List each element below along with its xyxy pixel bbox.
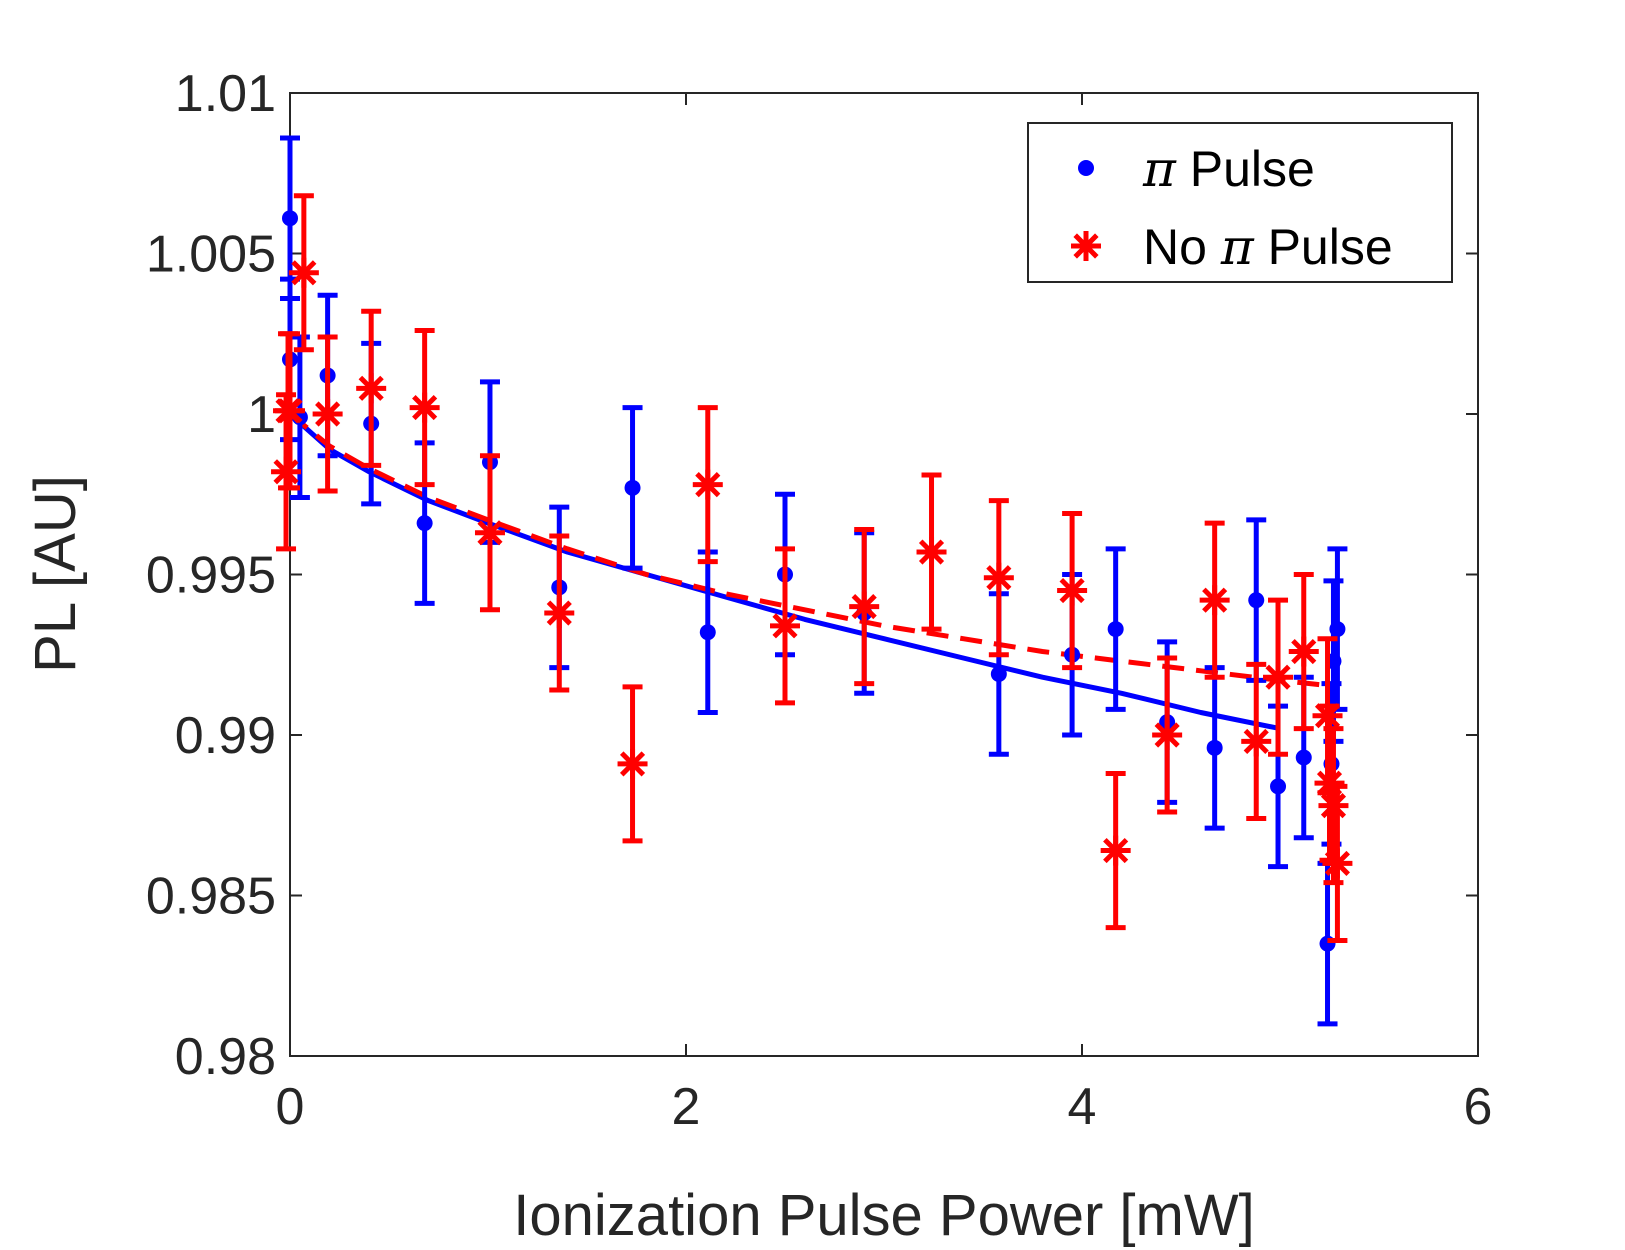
data-point-no-pi-pulse [692, 469, 723, 500]
data-point-no-pi-pulse [849, 591, 880, 622]
data-point-no-pi-pulse [617, 748, 648, 779]
data-point-pi-pulse [1295, 749, 1312, 766]
fit-line-pi-pulse [290, 412, 1281, 732]
data-point-no-pi-pulse [1322, 848, 1353, 879]
data-point-no-pi-pulse [312, 399, 343, 429]
x-tick-label: 0 [276, 1078, 305, 1136]
data-point-no-pi-pulse [1057, 575, 1088, 606]
data-point-pi-pulse [699, 624, 716, 641]
legend-label-pi-pulse: π Pulse [1142, 140, 1315, 198]
data-point-no-pi-pulse [275, 395, 305, 426]
data-point-pi-pulse [1206, 739, 1223, 756]
data-point-pi-pulse [416, 515, 433, 532]
data-point-no-pi-pulse [916, 537, 947, 568]
data-point-no-pi-pulse [1263, 662, 1294, 693]
y-tick-label: 0.995 [146, 547, 276, 605]
x-tick-label: 6 [1464, 1078, 1493, 1136]
data-point-pi-pulse [990, 666, 1007, 683]
axis-ticks [289, 92, 1479, 1057]
x-tick-label: 4 [1068, 1078, 1097, 1136]
fit-lines [290, 412, 1340, 732]
y-tick-label: 0.98 [175, 1028, 276, 1086]
data-point-no-pi-pulse [770, 610, 800, 641]
fit-line-no-pi-pulse [290, 412, 1340, 690]
legend-box [1027, 122, 1453, 283]
data-point-pi-pulse [1248, 592, 1265, 609]
y-tick-label: 1.01 [175, 65, 276, 123]
data-point-pi-pulse [1270, 778, 1287, 795]
series-no-pi-pulse [271, 193, 1353, 943]
legend: π Pulse No π Pulse [1027, 122, 1453, 283]
data-point-pi-pulse [624, 479, 641, 496]
y-tick-label: 0.985 [146, 868, 276, 926]
legend-marker-no-pi-pulse [1071, 231, 1101, 261]
legend-label-no-pi-pulse: No π Pulse [1143, 218, 1393, 276]
data-point-no-pi-pulse [1199, 585, 1230, 616]
data-series [271, 135, 1353, 1027]
data-point-no-pi-pulse [1100, 835, 1131, 866]
legend-marker-pi-pulse [1078, 160, 1094, 176]
data-point-no-pi-pulse [544, 598, 575, 629]
data-point-no-pi-pulse [409, 392, 440, 423]
y-tick-label: 1 [247, 386, 276, 444]
y-tick-label: 1.005 [146, 226, 276, 284]
data-point-pi-pulse [1329, 621, 1346, 638]
data-point-no-pi-pulse [1314, 768, 1345, 799]
data-point-no-pi-pulse [983, 562, 1014, 593]
x-axis-label: Ionization Pulse Power [mW] [513, 1183, 1254, 1248]
data-point-no-pi-pulse [356, 373, 387, 404]
data-point-no-pi-pulse [288, 257, 319, 288]
y-axis-label: PL [AU] [23, 475, 88, 673]
data-point-no-pi-pulse [1241, 726, 1272, 757]
data-point-no-pi-pulse [1288, 636, 1319, 667]
data-point-no-pi-pulse [1318, 790, 1349, 821]
x-tick-label: 2 [672, 1078, 701, 1136]
data-point-pi-pulse [1107, 621, 1124, 638]
data-point-pi-pulse [282, 210, 298, 227]
legend-dot-icon [1078, 160, 1094, 176]
data-point-no-pi-pulse [1152, 720, 1183, 750]
y-tick-label: 0.99 [175, 707, 276, 765]
legend-asterisk-icon [1071, 231, 1101, 261]
axis-tick-labels: 0 2 4 6 0.98 0.985 0.99 0.995 1 1.005 1.01 [146, 65, 1493, 1136]
data-point-no-pi-pulse [474, 517, 505, 548]
